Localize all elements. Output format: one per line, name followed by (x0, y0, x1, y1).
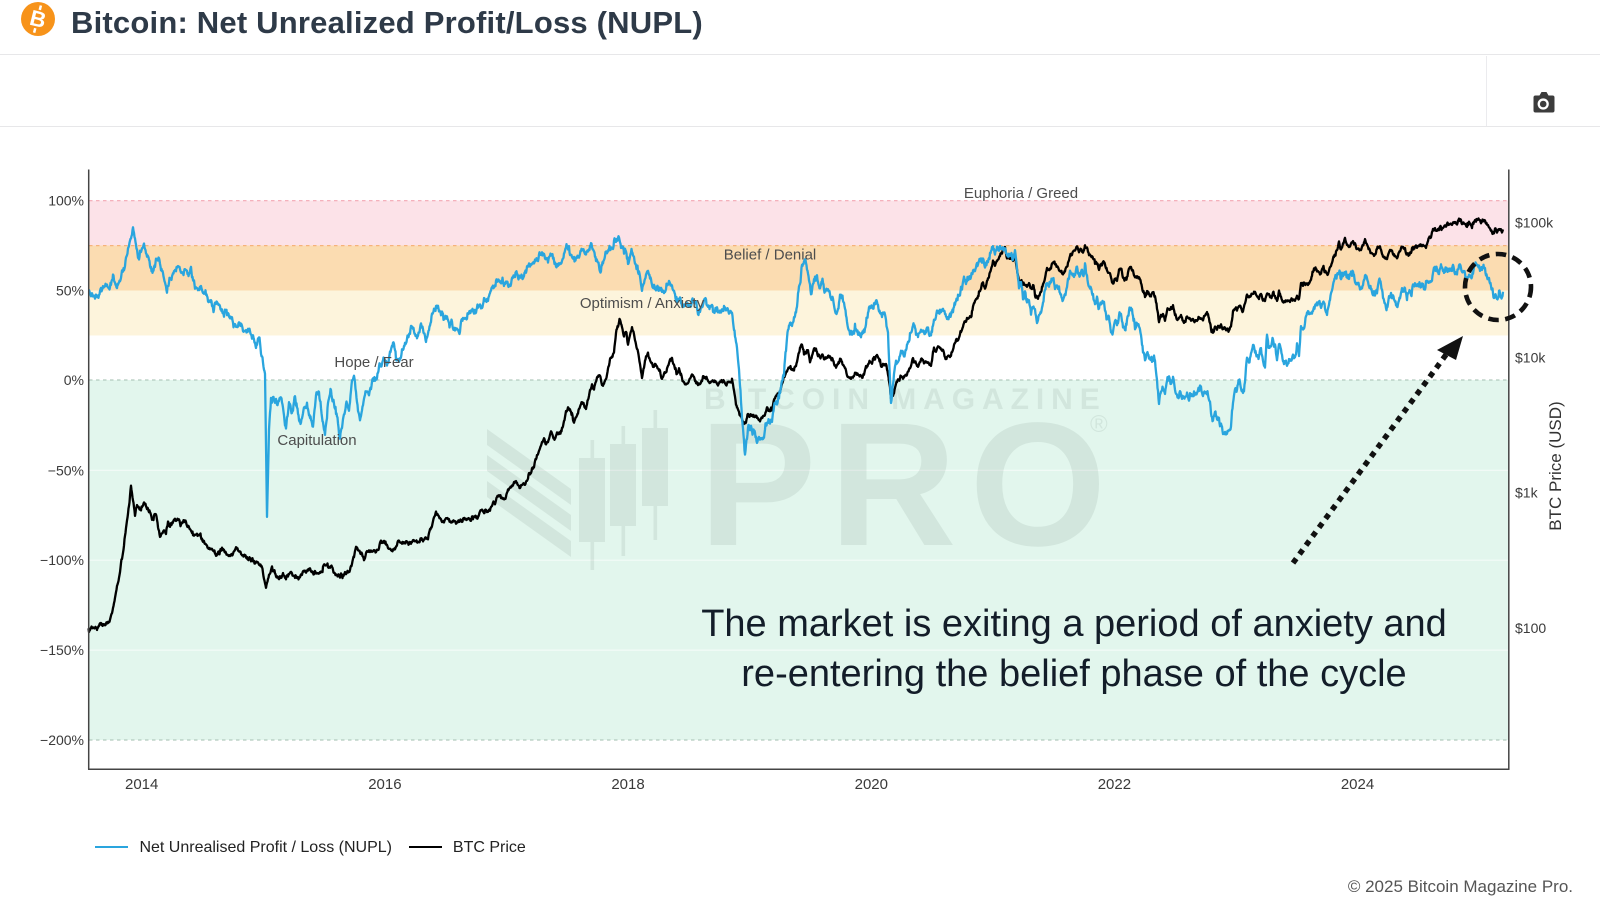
svg-text:2020: 2020 (855, 776, 888, 793)
svg-text:2024: 2024 (1341, 776, 1374, 793)
svg-text:−50%: −50% (48, 462, 84, 478)
svg-text:Optimism / Anxiety: Optimism / Anxiety (580, 295, 705, 312)
svg-text:re-entering the belief phase o: re-entering the belief phase of the cycl… (741, 653, 1406, 695)
svg-text:−100%: −100% (40, 552, 84, 568)
svg-text:−200%: −200% (40, 732, 84, 748)
svg-text:2014: 2014 (125, 776, 158, 793)
svg-text:−150%: −150% (40, 642, 84, 658)
svg-text:Belief / Denial: Belief / Denial (724, 247, 817, 264)
svg-text:B: B (27, 5, 48, 33)
svg-text:Euphoria / Greed: Euphoria / Greed (964, 185, 1078, 202)
svg-text:0%: 0% (64, 372, 84, 388)
svg-text:PRO: PRO (699, 387, 1119, 583)
svg-text:100%: 100% (48, 193, 84, 209)
svg-text:$1k: $1k (1515, 485, 1539, 501)
svg-text:$10k: $10k (1515, 350, 1546, 366)
svg-text:50%: 50% (56, 282, 84, 298)
svg-text:The market is exiting a period: The market is exiting a period of anxiet… (701, 603, 1447, 645)
svg-text:Capitulation: Capitulation (277, 432, 356, 449)
svg-text:2018: 2018 (611, 776, 644, 793)
svg-text:Hope / Fear: Hope / Fear (334, 354, 413, 371)
svg-text:®: ® (1090, 411, 1108, 438)
svg-text:$100: $100 (1515, 620, 1546, 636)
svg-text:2016: 2016 (368, 776, 401, 793)
svg-text:$100k: $100k (1515, 215, 1554, 231)
svg-text:BTC Price (USD): BTC Price (USD) (1546, 401, 1565, 530)
svg-text:2022: 2022 (1098, 776, 1131, 793)
